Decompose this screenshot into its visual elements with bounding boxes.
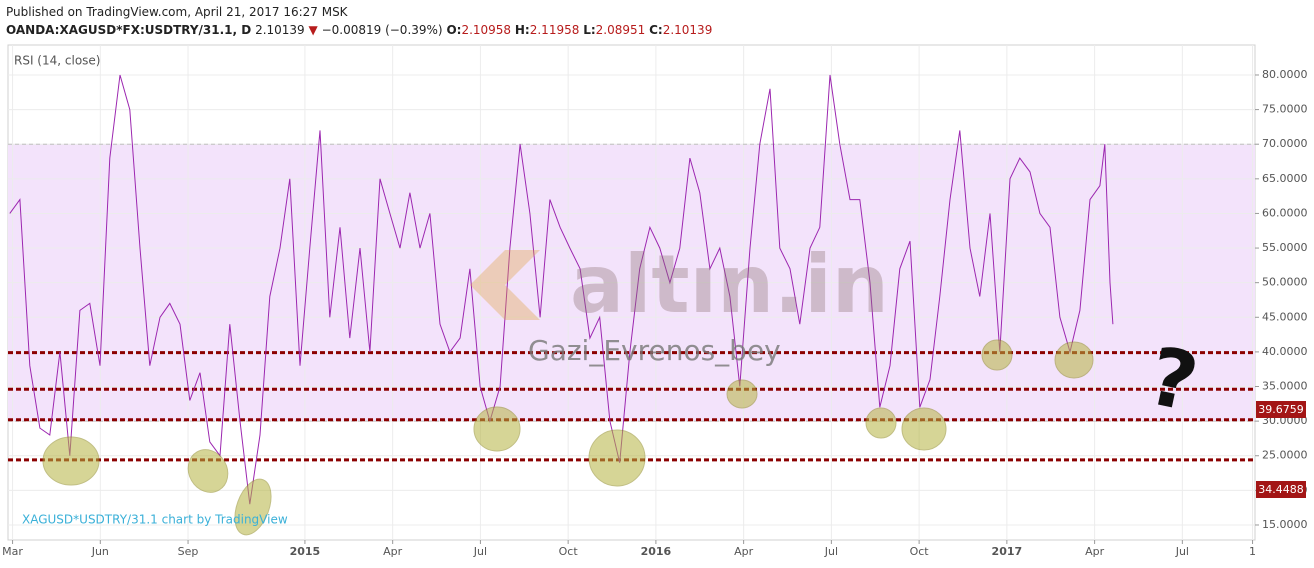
x-tick-label: Oct xyxy=(910,545,930,558)
y-tick-label: 80.0000 xyxy=(1262,68,1308,81)
x-tick-label: Apr xyxy=(1085,545,1105,558)
circle xyxy=(865,407,897,439)
x-tick-label: Apr xyxy=(383,545,403,558)
y-tick-label: 65.0000 xyxy=(1262,172,1308,185)
y-tick-label: 50.0000 xyxy=(1262,276,1308,289)
y-tick-label: 45.0000 xyxy=(1262,310,1308,323)
circle xyxy=(981,339,1013,371)
logo: altın.in xyxy=(470,238,889,331)
circle xyxy=(42,436,100,486)
x-tick-label: Jun xyxy=(91,545,109,558)
x-tick-label: Jul xyxy=(473,545,487,558)
x-tick-label: 2016 xyxy=(641,545,672,558)
published: Published on TradingView.com, April 21, … xyxy=(6,5,348,19)
x-tick-label: Jul xyxy=(824,545,838,558)
arrow: ▼ xyxy=(308,23,318,37)
o-label: O: xyxy=(446,23,462,37)
y-tick-label: 60.0000 xyxy=(1262,206,1308,219)
circle xyxy=(234,478,272,536)
logo-text: altın.in xyxy=(570,238,889,331)
annotations: altın.in Gazi_Evrenos_bey ? XAGUSD*USDTR… xyxy=(14,54,1306,536)
last: 2.10139 xyxy=(255,23,305,37)
source-watermark: XAGUSD*USDTRY/31.1 chart by TradingView xyxy=(22,513,288,527)
indicator-label: RSI (14, close) xyxy=(14,54,100,68)
price-tag-text: 39.6759 xyxy=(1258,403,1304,416)
x-tick-label: 1 xyxy=(1249,545,1256,558)
circle xyxy=(726,379,758,409)
change: −0.00819 (−0.39%) xyxy=(321,23,443,37)
x-tick-label: 2017 xyxy=(992,545,1023,558)
close: 2.10139 xyxy=(662,23,713,37)
x-tick-label: Apr xyxy=(734,545,754,558)
y-tick-label: 40.0000 xyxy=(1262,345,1308,358)
price-tag-text: 34.4488 xyxy=(1258,483,1304,496)
price-tag xyxy=(1256,401,1306,418)
y-tick-label: 70.0000 xyxy=(1262,137,1308,150)
low: 2.08951 xyxy=(595,23,646,37)
y-tick-label: 55.0000 xyxy=(1262,241,1308,254)
circle xyxy=(1054,341,1094,379)
logo-icon xyxy=(470,250,540,320)
circle xyxy=(901,407,947,451)
symbol: OANDA:XAGUSD*FX:USDTRY/31.1, D xyxy=(6,23,252,37)
y-tick-label: 25.0000 xyxy=(1262,449,1308,462)
y-tick-label: 15.0000 xyxy=(1262,518,1308,531)
x-tick-label: Jul xyxy=(1175,545,1189,558)
open: 2.10958 xyxy=(461,23,512,37)
circle xyxy=(187,449,229,493)
x-tick-label: Sep xyxy=(178,545,199,558)
price-tag xyxy=(1256,481,1306,498)
y-tick-label: 75.0000 xyxy=(1262,103,1308,116)
quote-line: OANDA:XAGUSD*FX:USDTRY/31.1, D 2.10139 ▼… xyxy=(6,21,712,39)
rsi-line xyxy=(9,74,1114,505)
c-label: C: xyxy=(649,23,663,37)
l-label: L: xyxy=(583,23,596,37)
header: Published on TradingView.com, April 21, … xyxy=(6,3,712,39)
high: 2.11958 xyxy=(529,23,580,37)
author-watermark: Gazi_Evrenos_bey xyxy=(528,334,781,367)
x-tick-label: 2015 xyxy=(290,545,321,558)
circle xyxy=(588,429,646,487)
x-tick-label: Mar xyxy=(2,545,23,558)
y-tick-label: 35.0000 xyxy=(1262,380,1308,393)
x-tick-label: Oct xyxy=(559,545,579,558)
circle xyxy=(473,406,521,452)
h-label: H: xyxy=(514,23,530,37)
